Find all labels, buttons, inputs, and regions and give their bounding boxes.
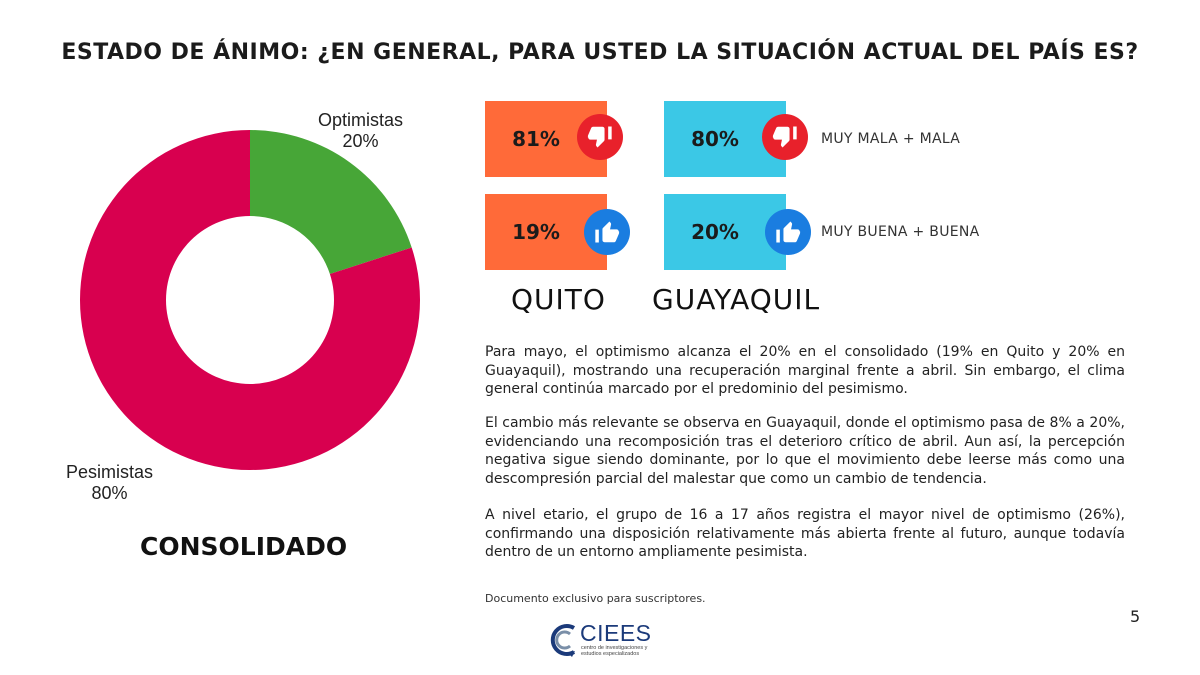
paragraph-3: A nivel etario, el grupo de 16 a 17 años… — [485, 507, 1125, 560]
page-number: 5 — [1130, 607, 1141, 626]
chart-title-consolidado: CONSOLIDADO — [140, 532, 348, 561]
category-positive: MUY BUENA + BUENA — [821, 224, 980, 240]
thumbs-up-icon — [765, 209, 811, 255]
page-title: ESTADO DE ÁNIMO: ¿EN GENERAL, PARA USTED… — [61, 40, 1139, 65]
guayaquil-positive-value: 20% — [691, 220, 739, 244]
quito-positive-value: 19% — [512, 220, 560, 244]
optimistas-label: Optimistas 20% — [318, 110, 403, 152]
thumbs-down-icon — [762, 114, 808, 160]
pesimistas-label: Pesimistas 80% — [66, 462, 153, 504]
pesimistas-category: Pesimistas — [66, 462, 154, 482]
optimistas-value: 20% — [342, 131, 379, 151]
ciees-logo: CIEES centro de investigaciones y estudi… — [548, 620, 658, 662]
paragraph-2: El cambio más relevante se observa en Gu… — [485, 415, 1125, 487]
city-label-quito: QUITO — [511, 283, 606, 316]
quito-negative-value: 81% — [512, 127, 560, 151]
guayaquil-negative-box: 80% — [664, 101, 786, 177]
pesimistas-value: 80% — [91, 483, 128, 503]
logo-mark-icon — [550, 624, 576, 657]
thumbs-up-icon — [584, 209, 630, 255]
category-negative: MUY MALA + MALA — [821, 131, 961, 147]
city-label-guayaquil: GUAYAQUIL — [652, 283, 821, 316]
guayaquil-positive-box: 20% — [664, 194, 786, 270]
donut-chart — [80, 130, 421, 470]
logo-name: CIEES — [580, 620, 652, 646]
thumbs-down-icon — [577, 114, 623, 160]
logo-subtitle: centro de investigaciones y estudios esp… — [581, 645, 648, 657]
paragraph-1: Para mayo, el optimismo alcanza el 20% e… — [485, 344, 1125, 397]
guayaquil-negative-value: 80% — [691, 127, 739, 151]
footnote: Documento exclusivo para suscriptores. — [485, 592, 706, 605]
optimistas-category: Optimistas — [318, 110, 404, 130]
donut-slice-pesimistas — [80, 130, 421, 470]
donut-slice-optimistas — [250, 130, 412, 275]
